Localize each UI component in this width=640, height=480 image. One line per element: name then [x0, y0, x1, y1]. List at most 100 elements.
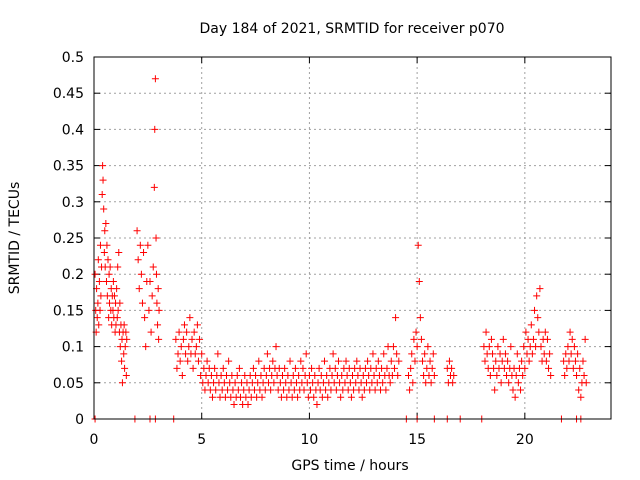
data-point	[579, 357, 587, 365]
data-point	[97, 292, 105, 300]
data-point	[518, 357, 526, 365]
data-point	[417, 335, 425, 343]
data-point	[203, 357, 211, 365]
data-point	[94, 299, 102, 307]
data-point	[96, 241, 104, 249]
data-point	[299, 364, 307, 372]
data-point	[332, 386, 340, 394]
data-point	[566, 328, 574, 336]
data-point	[120, 321, 128, 329]
x-tick-label: 15	[408, 432, 426, 448]
data-point	[427, 379, 435, 387]
data-point	[392, 314, 400, 322]
data-point	[517, 386, 525, 394]
tick-labels: 0 0.05 0.1 0.15 0.2 0.25 0.3 0.35 0.4 0.45 0.5 0 5 10…	[53, 50, 534, 448]
data-point	[546, 350, 554, 358]
y-tick-label: 0.15	[53, 303, 84, 319]
data-point	[534, 314, 542, 322]
data-point	[302, 350, 310, 358]
data-point	[313, 401, 321, 409]
data-point	[582, 379, 590, 387]
data-point	[122, 372, 130, 380]
data-point	[535, 328, 543, 336]
data-point	[409, 379, 417, 387]
data-point	[394, 372, 402, 380]
data-point	[101, 227, 109, 235]
data-point	[580, 372, 588, 380]
data-point	[575, 386, 583, 394]
data-point	[174, 350, 182, 358]
data-point	[267, 386, 275, 394]
data-point	[100, 205, 108, 213]
data-point	[185, 343, 193, 351]
data-point	[547, 372, 555, 380]
x-tick-label: 5	[197, 432, 206, 448]
data-point	[95, 321, 103, 329]
data-point	[91, 270, 99, 278]
data-point	[519, 372, 527, 380]
data-point	[492, 357, 500, 365]
data-point	[94, 256, 102, 264]
data-point	[193, 321, 201, 329]
y-tick-label: 0	[75, 412, 84, 428]
x-tick-label: 20	[516, 432, 534, 448]
data-point	[122, 328, 130, 336]
data-point	[188, 335, 196, 343]
data-point	[255, 357, 263, 365]
data-point	[176, 357, 184, 365]
data-point	[512, 372, 520, 380]
data-point	[310, 393, 318, 401]
data-point	[505, 379, 513, 387]
data-point	[308, 364, 316, 372]
data-point	[320, 357, 328, 365]
y-tick-label: 0.35	[53, 159, 84, 175]
data-point	[541, 328, 549, 336]
data-point	[180, 321, 188, 329]
data-point	[525, 357, 533, 365]
data-point	[175, 328, 183, 336]
grid	[94, 57, 611, 419]
data-point	[137, 270, 145, 278]
data-point	[489, 350, 497, 358]
data-point	[192, 343, 200, 351]
axis-ticks	[93, 56, 611, 420]
y-tick-label: 0.1	[62, 340, 84, 356]
data-point	[569, 364, 577, 372]
x-tick-label: 0	[90, 432, 99, 448]
data-point	[481, 357, 489, 365]
data-point	[212, 386, 220, 394]
data-point	[364, 357, 372, 365]
data-point	[113, 285, 121, 293]
y-tick-label: 0.45	[53, 86, 84, 102]
data-point	[528, 350, 536, 358]
data-point	[416, 314, 424, 322]
data-point	[509, 386, 517, 394]
data-point	[571, 357, 579, 365]
data-point	[504, 357, 512, 365]
data-point	[179, 335, 187, 343]
data-point	[531, 306, 539, 314]
data-point	[95, 277, 103, 285]
data-point	[211, 364, 219, 372]
data-point	[114, 263, 122, 271]
data-point	[147, 328, 155, 336]
data-point	[493, 372, 501, 380]
data-point	[106, 299, 114, 307]
data-point	[291, 364, 299, 372]
data-point	[186, 314, 194, 322]
data-point	[233, 372, 241, 380]
data-point	[183, 328, 191, 336]
data-point	[113, 314, 121, 322]
data-point	[244, 401, 252, 409]
data-point	[581, 335, 589, 343]
data-point	[386, 379, 394, 387]
data-point	[448, 364, 456, 372]
data-point	[96, 306, 104, 314]
data-point	[494, 343, 502, 351]
data-point	[482, 328, 490, 336]
data-point	[115, 248, 123, 256]
data-point	[429, 350, 437, 358]
data-point	[391, 364, 399, 372]
data-point	[99, 162, 107, 170]
data-point	[154, 285, 162, 293]
